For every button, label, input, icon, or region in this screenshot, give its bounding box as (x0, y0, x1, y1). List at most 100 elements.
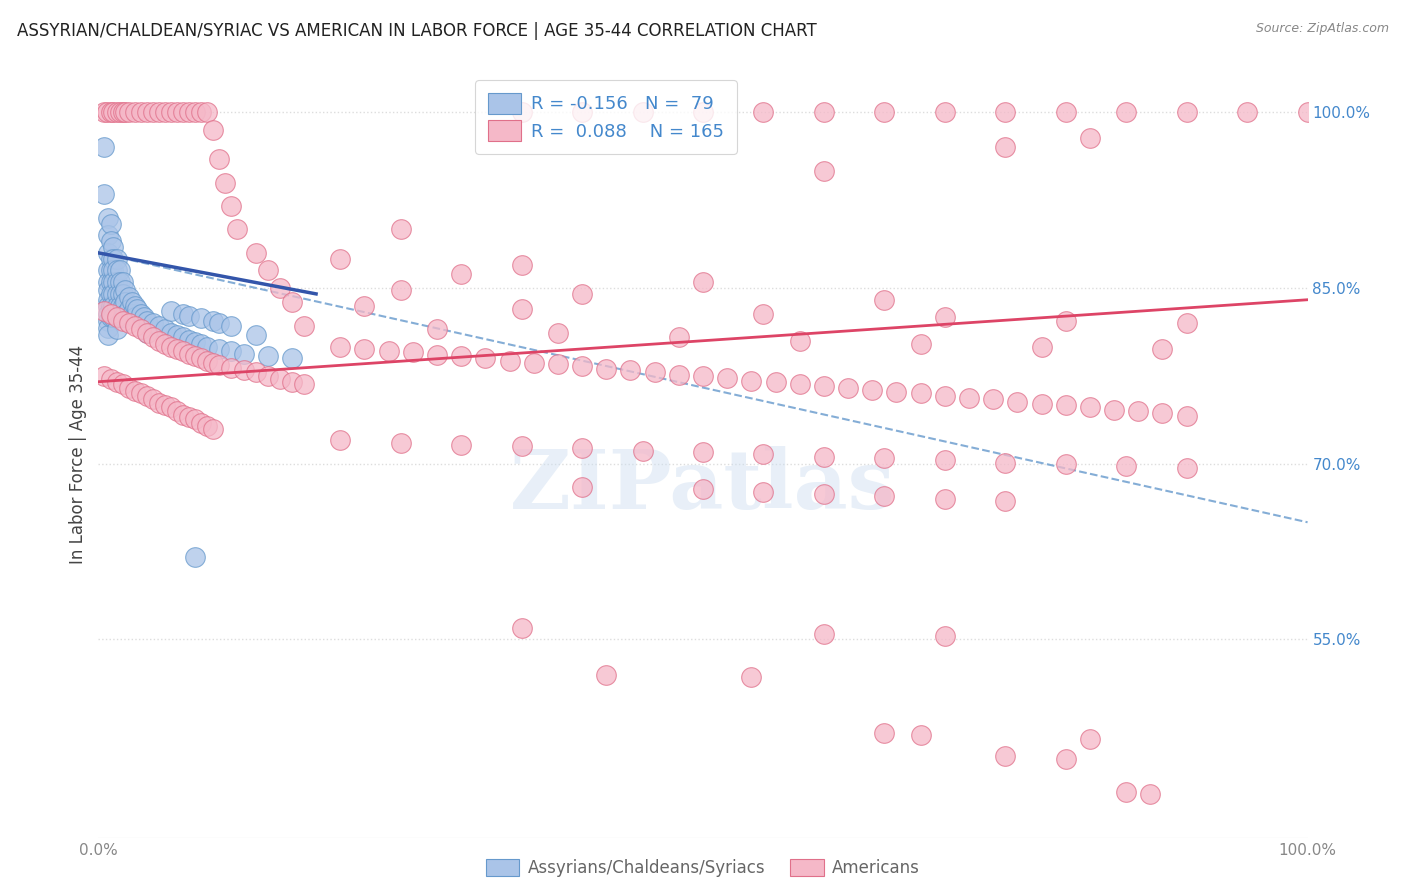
Point (105, 375, 128, 389)
Point (124, 310, 146, 325)
Point (97, 211, 120, 225)
Point (1031, 340, 1053, 354)
Point (105, 286, 128, 301)
Point (100, 372, 122, 386)
Point (692, 275, 714, 289)
Point (100, 252, 122, 266)
Point (184, 412, 207, 426)
Point (1152, 406, 1174, 420)
Point (353, 342, 375, 356)
Point (105, 310, 128, 325)
Point (97, 293, 120, 307)
Point (160, 304, 183, 318)
Point (179, 333, 201, 347)
Text: ASSYRIAN/CHALDEAN/SYRIAC VS AMERICAN IN LABOR FORCE | AGE 35-44 CORRELATION CHAR: ASSYRIAN/CHALDEAN/SYRIAC VS AMERICAN IN … (17, 22, 817, 40)
Point (1102, 402, 1125, 417)
Y-axis label: In Labor Force | Age 35-44: In Labor Force | Age 35-44 (69, 345, 87, 565)
Point (108, 286, 131, 301)
Point (184, 334, 207, 349)
Point (101, 263, 124, 277)
Point (202, 314, 225, 328)
Point (389, 284, 412, 298)
Point (813, 379, 835, 393)
Point (1054, 314, 1077, 328)
Point (873, 293, 896, 307)
Point (105, 322, 128, 336)
Point (934, 491, 956, 506)
Point (1007, 394, 1029, 409)
Point (97, 321, 120, 335)
Point (994, 456, 1017, 470)
Point (245, 365, 267, 379)
Point (153, 322, 176, 336)
Point (190, 311, 212, 326)
Point (190, 105, 212, 120)
Point (1115, 105, 1137, 120)
Point (1054, 752, 1077, 766)
Point (108, 299, 131, 313)
Point (571, 105, 593, 120)
Point (114, 105, 136, 120)
Point (208, 359, 231, 373)
Point (135, 326, 157, 340)
Point (195, 340, 218, 354)
Point (523, 356, 546, 370)
Point (100, 234, 122, 248)
Point (105, 299, 128, 313)
Point (692, 368, 714, 383)
Point (100, 307, 122, 321)
Point (1152, 342, 1174, 356)
Point (202, 123, 225, 137)
Point (190, 351, 212, 366)
Point (981, 392, 1004, 407)
Point (329, 340, 352, 354)
Point (135, 105, 157, 120)
Point (426, 322, 449, 336)
Point (101, 240, 124, 254)
Point (1175, 461, 1198, 475)
Point (329, 434, 352, 448)
Point (134, 310, 156, 325)
Point (172, 344, 194, 359)
Point (994, 749, 1017, 764)
Point (118, 105, 141, 120)
Point (752, 447, 775, 461)
Point (214, 176, 236, 190)
Point (129, 307, 152, 321)
Point (97, 275, 120, 289)
Point (221, 318, 243, 333)
Point (100, 217, 122, 231)
Point (619, 363, 641, 377)
Point (426, 348, 449, 362)
Point (105, 275, 128, 289)
Point (1078, 401, 1101, 415)
Point (129, 105, 152, 120)
Point (281, 351, 304, 366)
Point (245, 246, 267, 260)
Point (100, 310, 122, 325)
Point (179, 409, 201, 424)
Point (179, 346, 201, 360)
Point (873, 450, 896, 465)
Point (135, 389, 157, 403)
Point (101, 310, 124, 325)
Point (256, 263, 278, 277)
Point (1115, 458, 1137, 473)
Point (190, 416, 212, 430)
Point (100, 105, 122, 120)
Point (100, 275, 122, 289)
Point (97, 263, 120, 277)
Point (716, 371, 738, 385)
Point (402, 345, 425, 359)
Point (148, 396, 170, 410)
Point (100, 263, 122, 277)
Point (644, 365, 666, 379)
Point (1031, 397, 1053, 411)
Point (172, 105, 194, 120)
Point (142, 392, 165, 407)
Point (837, 381, 859, 395)
Point (105, 105, 128, 120)
Point (269, 281, 291, 295)
Point (190, 337, 212, 351)
Point (232, 363, 254, 377)
